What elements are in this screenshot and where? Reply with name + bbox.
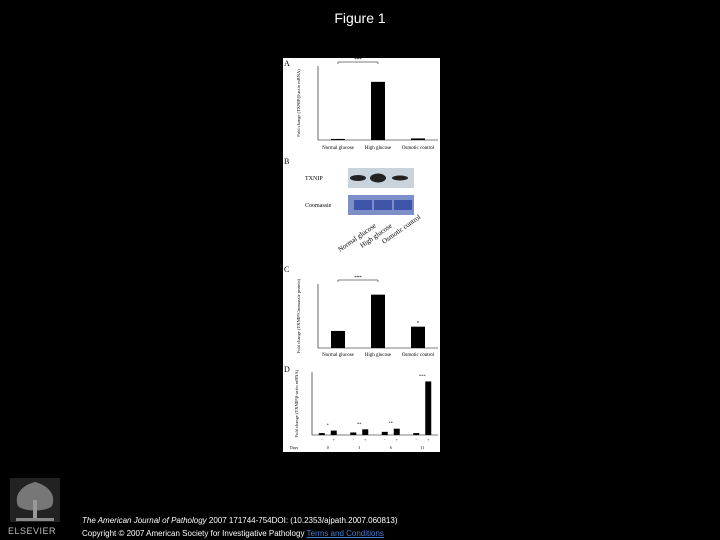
- treatment-label: +: [333, 437, 336, 442]
- significance-annotation: ***: [419, 373, 427, 378]
- treatment-label: -: [384, 437, 386, 442]
- bar: [411, 138, 425, 140]
- category-label: Normal glucose: [322, 353, 355, 358]
- citation: The American Journal of Pathology 2007 1…: [82, 516, 398, 525]
- category-label: High glucose: [365, 146, 392, 151]
- bar: [362, 429, 369, 435]
- treatment-label: +: [396, 437, 399, 442]
- blot-row-label: TXNIP: [305, 176, 323, 182]
- bar: [330, 430, 337, 435]
- day-label: 11: [420, 445, 424, 450]
- treatment-label: -: [353, 437, 355, 442]
- category-label: High glucose: [365, 353, 392, 358]
- bar: [425, 381, 432, 435]
- coomassie-band: [394, 200, 412, 210]
- y-axis-label: Fold change (TXNIP/β-actin mRNA): [296, 69, 301, 137]
- category-label: Normal glucose: [322, 146, 355, 151]
- bar: [350, 432, 357, 435]
- slide-title: Figure 1: [334, 10, 386, 26]
- day-label: 6: [390, 445, 392, 450]
- copyright-text: Copyright © 2007 American Society for In…: [82, 529, 305, 538]
- significance-annotation: ***: [354, 276, 362, 281]
- day-label: 3: [358, 445, 360, 450]
- significance-bracket: [337, 61, 379, 64]
- significance-annotation: *: [417, 322, 420, 327]
- blot-band: [392, 175, 408, 181]
- blot-band: [370, 173, 386, 183]
- bar: [411, 326, 425, 348]
- treatment-label: -: [321, 437, 323, 442]
- coomassie-band: [354, 200, 372, 210]
- journal-name: The American Journal of Pathology: [82, 516, 207, 525]
- panel-label: B: [284, 157, 289, 166]
- panel-label: A: [284, 59, 290, 68]
- significance-annotation: **: [389, 421, 394, 426]
- bar: [393, 428, 400, 435]
- treatment-label: +: [427, 437, 430, 442]
- treatment-label: +: [364, 437, 367, 442]
- panel-label: D: [284, 365, 290, 374]
- citation-details: 2007 171744-754DOI: (10.2353/ajpath.2007…: [206, 516, 398, 525]
- bar: [381, 431, 388, 435]
- blot-row-label: Coomassie: [305, 203, 332, 209]
- y-axis-label: Fold change (TXNIP/β-actin mRNA): [294, 369, 299, 437]
- blot-band: [350, 175, 366, 181]
- panel-label: C: [284, 265, 289, 274]
- bar: [331, 138, 345, 140]
- bar: [371, 81, 385, 140]
- significance-annotation: **: [357, 421, 362, 426]
- bar: [371, 294, 385, 348]
- bar: [413, 433, 420, 435]
- significance-annotation: *: [327, 423, 330, 428]
- bar: [318, 433, 325, 435]
- y-axis-label: Fold change (TXNIP/Coomassie protein): [296, 278, 301, 353]
- x-axis-label: Days: [290, 445, 299, 450]
- category-label: Osmotic control: [402, 146, 435, 151]
- figure-background: [283, 58, 440, 452]
- copyright: Copyright © 2007 American Society for In…: [82, 529, 384, 538]
- publisher-name: ELSEVIER: [8, 526, 57, 536]
- coomassie-band: [374, 200, 392, 210]
- significance-bracket: [337, 279, 379, 282]
- bar: [331, 330, 345, 348]
- category-label: Osmotic control: [402, 353, 435, 358]
- terms-link[interactable]: Terms and Conditions: [306, 529, 384, 538]
- day-label: 0: [327, 445, 329, 450]
- significance-annotation: ***: [354, 58, 362, 63]
- treatment-label: -: [416, 437, 418, 442]
- publisher-logo: [10, 478, 60, 522]
